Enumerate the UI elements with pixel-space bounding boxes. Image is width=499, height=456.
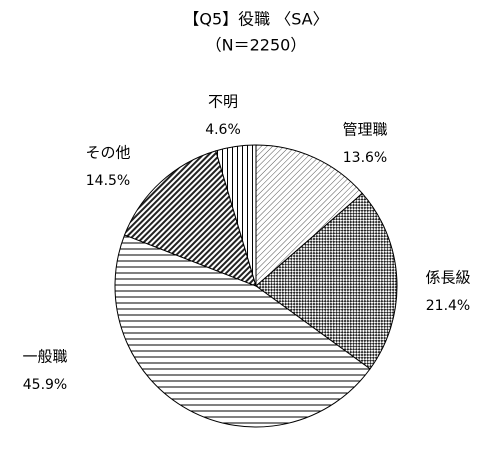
slice-label: 一般職 <box>22 348 67 366</box>
slice-label: その他 <box>85 144 130 162</box>
chart-title: 【Q5】役職 〈SA〉 <box>183 10 328 29</box>
slice-value-label: 4.6% <box>205 122 241 138</box>
slice-label: 係長級 <box>425 269 470 287</box>
pie-slice <box>114 234 371 428</box>
pie-slice <box>255 144 364 288</box>
pie-slice <box>255 192 398 370</box>
pie-slice <box>123 150 257 287</box>
chart-subtitle: （N＝2250） <box>206 36 307 55</box>
slice-label: 管理職 <box>342 121 387 139</box>
slice-label: 不明 <box>208 93 238 111</box>
slice-value-label: 13.6% <box>343 150 387 166</box>
slice-value-label: 45.9% <box>23 377 67 393</box>
pie-slice <box>215 144 257 287</box>
slice-value-label: 21.4% <box>426 298 470 314</box>
slice-value-label: 14.5% <box>86 173 130 189</box>
